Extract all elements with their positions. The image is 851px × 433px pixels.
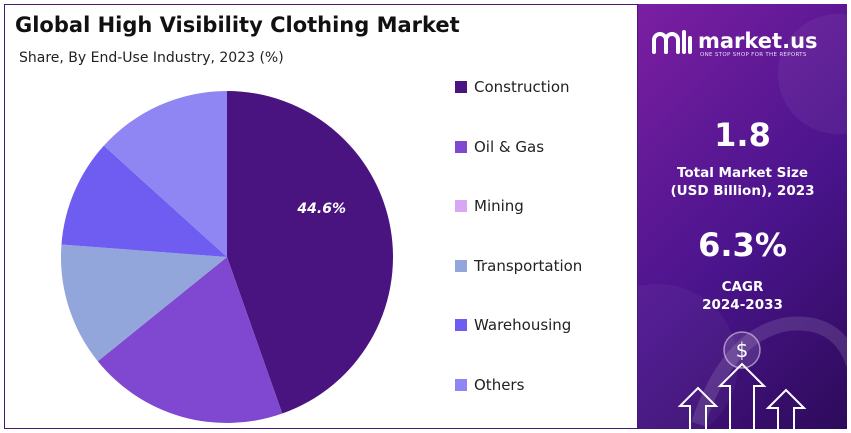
legend-swatch-others: [455, 378, 467, 391]
growth-arrows-icon: $: [677, 331, 807, 429]
legend-item-transportation: Transportation: [455, 256, 582, 276]
legend-swatch-oil-gas: [455, 140, 467, 153]
legend-item-warehousing: Warehousing: [455, 315, 571, 335]
info-panel: market.us ONE STOP SHOP FOR THE REPORTS …: [638, 4, 847, 429]
chart-frame: Global High Visibility Clothing Market S…: [4, 4, 638, 429]
legend: Construction Oil & Gas Mining Transportatio…: [455, 5, 635, 430]
pie-slice-transportation: [60, 244, 227, 362]
legend-label-transportation: Transportation: [474, 256, 583, 275]
pie-slice-construction: [227, 91, 394, 414]
legend-label-oil-gas: Oil & Gas: [474, 137, 545, 156]
chart-subtitle: Share, By End-Use Industry, 2023 (%): [19, 50, 284, 66]
brand-logo: market.us: [650, 26, 818, 56]
data-label-construction: 44.6%: [296, 201, 346, 217]
legend-swatch-transportation: [455, 259, 467, 272]
dollar-sign: $: [736, 338, 749, 362]
legend-label-construction: Construction: [474, 78, 570, 96]
legend-item-others: Others: [455, 375, 524, 395]
market-size-value: 1.8: [714, 116, 771, 154]
brand-tagline: ONE STOP SHOP FOR THE REPORTS: [700, 52, 807, 58]
legend-item-oil-gas: Oil & Gas: [455, 137, 544, 157]
legend-label-others: Others: [474, 375, 525, 394]
market-size-label-line1: Total Market Size: [676, 165, 809, 181]
pie-slice-oil-gas: [97, 257, 283, 424]
brand-name: market.us: [698, 29, 818, 53]
legend-label-mining: Mining: [474, 197, 524, 215]
legend-label-warehousing: Warehousing: [474, 316, 572, 334]
legend-swatch-construction: [455, 81, 467, 93]
cagr-value: 6.3%: [698, 226, 787, 264]
legend-swatch-warehousing: [455, 319, 467, 331]
chart-title: Global High Visibility Clothing Market: [15, 13, 460, 37]
legend-item-construction: Construction: [455, 77, 570, 97]
pie-chart: 44.6%: [60, 91, 394, 424]
legend-item-mining: Mining: [455, 196, 524, 216]
pie-slice-others: [103, 91, 227, 257]
pie-slice-warehousing: [61, 145, 227, 257]
cagr-label-line1: CAGR: [721, 279, 764, 295]
legend-swatch-mining: [455, 200, 467, 212]
panel-decoration: [638, 14, 847, 429]
market-us-logo-icon: [652, 30, 692, 54]
market-size-label-line2: (USD Billion), 2023: [670, 183, 815, 199]
cagr-label-line2: 2024-2033: [702, 297, 783, 313]
